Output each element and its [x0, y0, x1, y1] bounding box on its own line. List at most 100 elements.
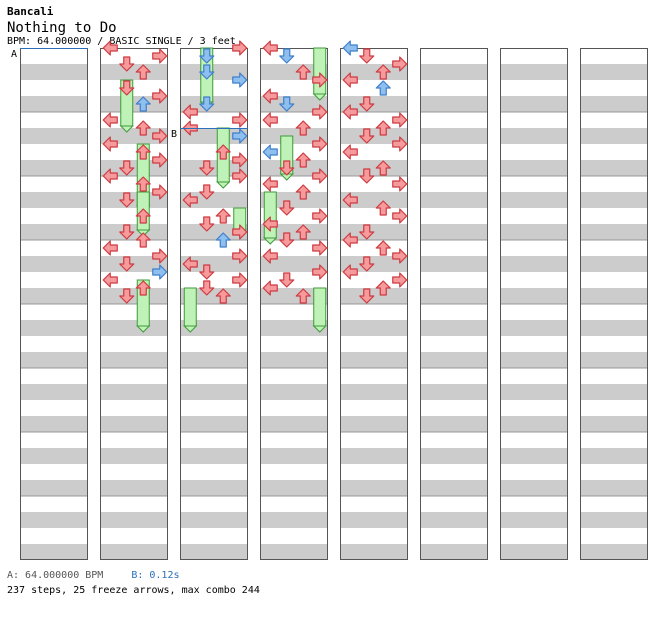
arrow-down-icon [199, 216, 215, 232]
arrow-up-icon [375, 200, 391, 216]
chart-column [420, 48, 488, 560]
arrow-down-icon [279, 48, 295, 64]
stats-line: 237 steps, 25 freeze arrows, max combo 2… [7, 585, 260, 596]
arrow-right-icon [312, 104, 328, 120]
arrow-right-icon [152, 128, 168, 144]
chart-column [500, 48, 568, 560]
chart-column [580, 48, 648, 560]
artist-name: Bancali [7, 5, 54, 18]
arrow-left-icon [102, 240, 118, 256]
arrow-up-icon [295, 184, 311, 200]
arrow-down-icon [359, 128, 375, 144]
arrow-left-icon [342, 264, 358, 280]
arrow-right-icon [152, 88, 168, 104]
freeze-tail [263, 237, 278, 245]
arrow-up-icon [135, 208, 151, 224]
arrow-left-icon [342, 40, 358, 56]
arrow-down-icon [119, 192, 135, 208]
arrow-right-icon [152, 248, 168, 264]
freeze-tail [312, 325, 327, 333]
arrow-up-icon [295, 288, 311, 304]
arrow-down-icon [359, 168, 375, 184]
arrow-up-icon [295, 64, 311, 80]
arrow-right-icon [312, 208, 328, 224]
arrow-up-icon [215, 144, 231, 160]
arrow-right-icon [392, 208, 408, 224]
arrow-down-icon [199, 64, 215, 80]
arrow-down-icon [199, 48, 215, 64]
freeze-tail [136, 325, 151, 333]
arrow-left-icon [182, 192, 198, 208]
arrow-right-icon [392, 56, 408, 72]
arrow-right-icon [152, 48, 168, 64]
freeze-tail [183, 325, 198, 333]
arrow-right-icon [152, 184, 168, 200]
arrow-down-icon [119, 80, 135, 96]
arrow-down-icon [279, 232, 295, 248]
arrow-right-icon [312, 168, 328, 184]
arrow-right-icon [152, 152, 168, 168]
freeze-arrow [313, 287, 327, 327]
arrow-down-icon [119, 160, 135, 176]
arrow-right-icon [232, 128, 248, 144]
arrow-down-icon [119, 288, 135, 304]
chart-column [340, 48, 408, 560]
arrow-up-icon [135, 120, 151, 136]
arrow-up-icon [375, 64, 391, 80]
arrow-up-icon [135, 144, 151, 160]
freeze-tail [216, 181, 231, 189]
arrow-left-icon [262, 144, 278, 160]
arrow-up-icon [375, 280, 391, 296]
marker-label: B [171, 129, 177, 140]
arrow-up-icon [135, 176, 151, 192]
arrow-left-icon [102, 136, 118, 152]
arrow-left-icon [342, 192, 358, 208]
arrow-up-icon [135, 232, 151, 248]
arrow-up-icon [375, 120, 391, 136]
arrow-up-icon [375, 160, 391, 176]
arrow-right-icon [232, 152, 248, 168]
song-title: Nothing to Do [7, 20, 117, 36]
arrow-up-icon [375, 80, 391, 96]
arrow-left-icon [182, 104, 198, 120]
arrow-down-icon [279, 272, 295, 288]
arrow-left-icon [262, 176, 278, 192]
legend-a: A: 64.000000 BPM [7, 570, 104, 581]
arrow-left-icon [262, 280, 278, 296]
arrow-left-icon [342, 232, 358, 248]
arrow-left-icon [102, 168, 118, 184]
arrow-right-icon [312, 136, 328, 152]
arrow-right-icon [392, 176, 408, 192]
arrow-right-icon [152, 264, 168, 280]
freeze-tail [119, 125, 134, 133]
arrow-right-icon [232, 40, 248, 56]
arrow-down-icon [119, 56, 135, 72]
arrow-up-icon [295, 152, 311, 168]
arrow-right-icon [312, 72, 328, 88]
arrow-up-icon [295, 224, 311, 240]
arrow-up-icon [295, 120, 311, 136]
arrow-down-icon [279, 200, 295, 216]
freeze-tail [312, 93, 327, 101]
legend-line: A: 64.000000 BPM B: 0.12s [7, 570, 180, 581]
arrow-down-icon [359, 224, 375, 240]
arrow-down-icon [279, 160, 295, 176]
arrow-down-icon [119, 256, 135, 272]
freeze-arrow [183, 287, 197, 327]
arrow-up-icon [135, 96, 151, 112]
arrow-left-icon [262, 40, 278, 56]
arrow-left-icon [182, 256, 198, 272]
arrow-down-icon [199, 280, 215, 296]
arrow-down-icon [199, 264, 215, 280]
arrow-right-icon [392, 112, 408, 128]
arrow-right-icon [312, 240, 328, 256]
arrow-left-icon [262, 88, 278, 104]
chart-column [100, 48, 168, 560]
arrow-up-icon [375, 240, 391, 256]
arrow-left-icon [262, 112, 278, 128]
song-meta: BPM: 64.000000 / BASIC SINGLE / 3 feet [7, 36, 236, 47]
arrow-up-icon [135, 64, 151, 80]
arrow-left-icon [262, 216, 278, 232]
chart-column [20, 48, 88, 560]
